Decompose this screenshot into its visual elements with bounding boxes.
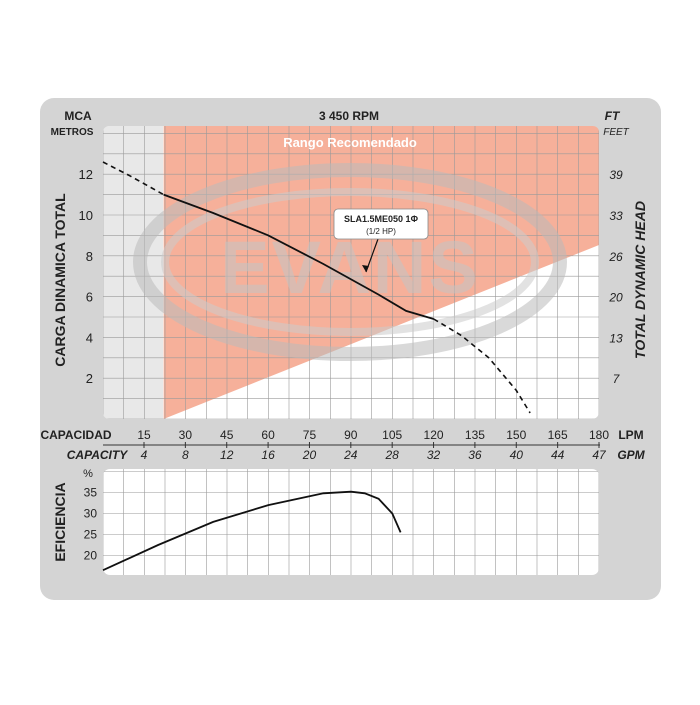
head-curve-solid bbox=[163, 193, 434, 320]
model-callout-power: (1/2 HP) bbox=[366, 227, 396, 236]
x-lpm-tick-label: 105 bbox=[382, 428, 402, 442]
model-callout-name: SLA1.5ME050 1Φ bbox=[344, 214, 419, 224]
y-left-unit-1: MCA bbox=[64, 109, 92, 123]
x-gpm-tick-label: 20 bbox=[302, 448, 317, 462]
y-left-tick-label: 2 bbox=[86, 371, 93, 386]
x-lpm-tick-label: 15 bbox=[137, 428, 151, 442]
y-right-tick-label: 20 bbox=[608, 291, 623, 305]
head-curve-dashed-right bbox=[433, 318, 531, 414]
efficiency-tick-label: 20 bbox=[84, 549, 98, 563]
efficiency-tick-label: 30 bbox=[84, 507, 98, 521]
y-right-tick-label: 33 bbox=[609, 209, 623, 223]
x-gpm-tick-label: 36 bbox=[468, 448, 482, 462]
x-lpm-tick-label: 180 bbox=[589, 428, 609, 442]
x-gpm-tick-label: 8 bbox=[182, 448, 189, 462]
brand-watermark-ring bbox=[161, 188, 539, 336]
x-lpm-tick-label: 90 bbox=[344, 428, 358, 442]
y-right-tick-label: 13 bbox=[609, 331, 623, 345]
x-lpm-tick-label: 150 bbox=[506, 428, 526, 442]
y-left-unit-2: METROS bbox=[51, 127, 94, 138]
y-right-unit-2: FEET bbox=[603, 127, 629, 138]
x-lpm-tick-label: 135 bbox=[465, 428, 485, 442]
x-lpm-tick-label: 165 bbox=[548, 428, 568, 442]
x-gpm-tick-label: 47 bbox=[592, 448, 607, 462]
y-right-tick-label: 7 bbox=[613, 372, 621, 386]
model-callout-box bbox=[333, 208, 429, 240]
y-left-axis-title: CARGA DINAMICA TOTAL bbox=[52, 193, 68, 367]
y-left-tick-label: 6 bbox=[86, 290, 93, 305]
y-right-axis-title: TOTAL DYNAMIC HEAD bbox=[632, 201, 648, 359]
y-left-tick-label: 4 bbox=[86, 330, 93, 345]
chart-title: 3 450 RPM bbox=[319, 109, 379, 123]
y-left-tick-label: 10 bbox=[79, 208, 93, 223]
x-gpm-tick-label: 12 bbox=[220, 448, 234, 462]
y-right-unit-1: FT bbox=[605, 109, 621, 123]
x-gpm-unit: GPM bbox=[617, 448, 645, 462]
x-gpm-tick-label: 28 bbox=[385, 448, 400, 462]
efficiency-tick-label: 35 bbox=[84, 486, 98, 500]
y-left-tick-label: 8 bbox=[86, 249, 93, 264]
head-curve-dashed-left bbox=[102, 161, 164, 196]
x-lpm-tick-label: 60 bbox=[261, 428, 275, 442]
x-gpm-tick-label: 16 bbox=[261, 448, 275, 462]
efficiency-tick-label: 25 bbox=[84, 528, 98, 542]
recommended-range-label: Rango Recomendado bbox=[283, 135, 417, 150]
y-right-tick-label: 26 bbox=[608, 250, 623, 264]
efficiency-curve bbox=[102, 490, 402, 572]
brand-watermark-text: EVANS bbox=[220, 226, 479, 309]
x-gpm-tick-label: 24 bbox=[343, 448, 358, 462]
x-lpm-tick-label: 120 bbox=[424, 428, 444, 442]
x-gpm-axis-title: CAPACITY bbox=[67, 448, 128, 462]
callout-arrowhead bbox=[362, 265, 369, 272]
x-lpm-tick-label: 75 bbox=[303, 428, 317, 442]
non-recommended-zone bbox=[103, 126, 163, 419]
x-lpm-tick-label: 30 bbox=[179, 428, 193, 442]
x-gpm-tick-label: 44 bbox=[551, 448, 565, 462]
x-lpm-axis-title: CAPACIDAD bbox=[40, 428, 111, 442]
x-gpm-tick-label: 32 bbox=[427, 448, 441, 462]
y-left-tick-label: 12 bbox=[79, 167, 93, 182]
efficiency-axis-title: EFICIENCIA bbox=[52, 482, 68, 561]
brand-watermark-ring bbox=[133, 163, 567, 361]
x-gpm-tick-label: 40 bbox=[510, 448, 524, 462]
x-lpm-tick-label: 45 bbox=[220, 428, 234, 442]
y-right-tick-label: 39 bbox=[609, 168, 623, 182]
x-lpm-unit: LPM bbox=[618, 428, 643, 442]
efficiency-unit: % bbox=[83, 468, 93, 480]
x-gpm-tick-label: 4 bbox=[141, 448, 148, 462]
